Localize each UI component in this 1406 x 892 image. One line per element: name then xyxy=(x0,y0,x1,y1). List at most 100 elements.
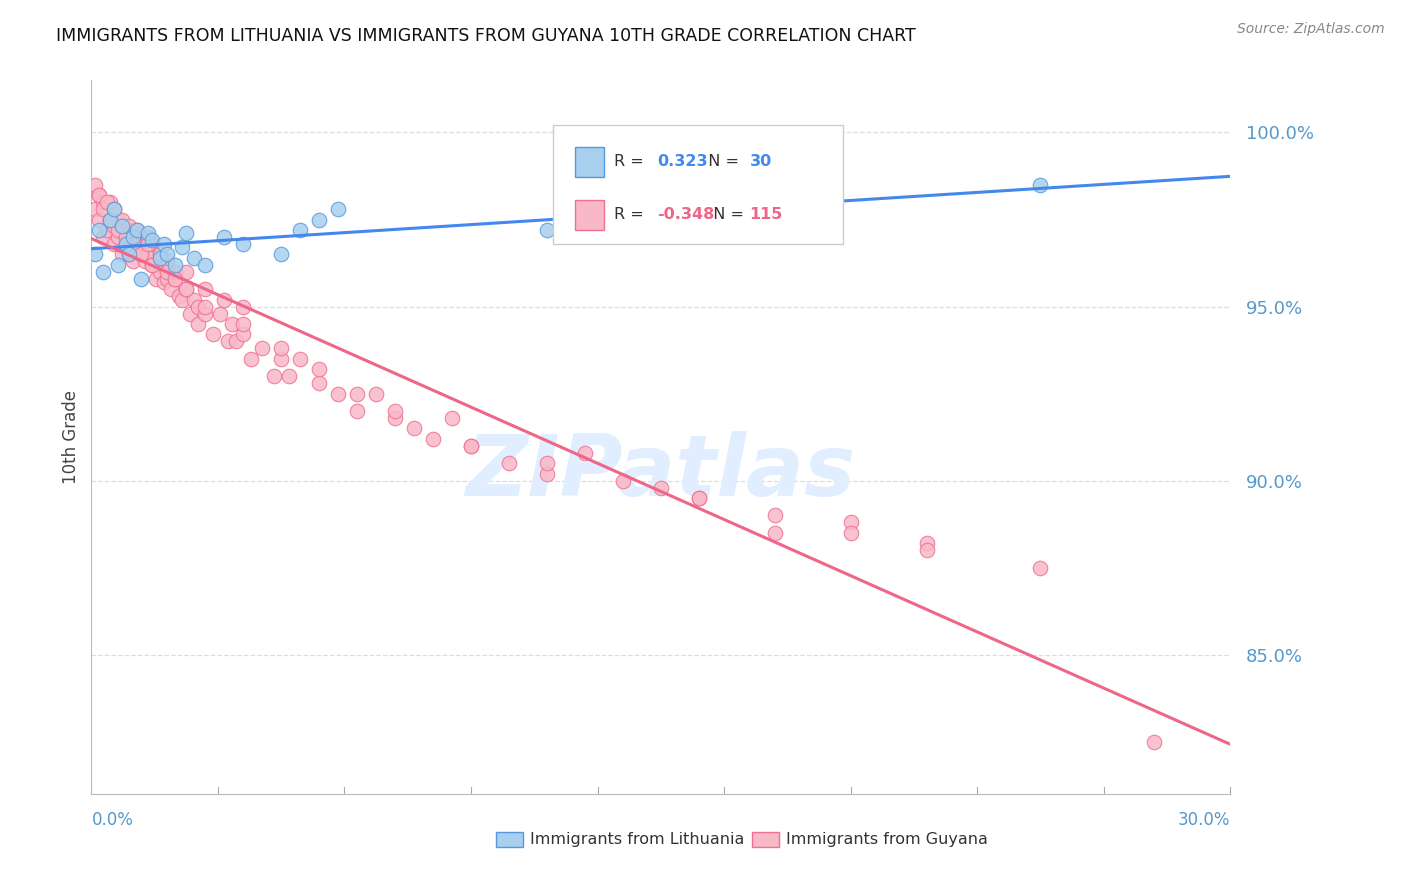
Text: Immigrants from Guyana: Immigrants from Guyana xyxy=(786,832,988,847)
Point xyxy=(125,223,148,237)
Point xyxy=(152,236,174,251)
Point xyxy=(174,282,197,296)
Point xyxy=(915,536,938,550)
Point xyxy=(763,525,786,540)
Text: 30.0%: 30.0% xyxy=(1178,812,1230,830)
Point xyxy=(174,282,197,296)
Point xyxy=(270,247,292,261)
Point xyxy=(763,508,786,523)
Point xyxy=(172,293,194,307)
Point xyxy=(111,219,134,234)
Y-axis label: 10th Grade: 10th Grade xyxy=(62,390,80,484)
Text: N =: N = xyxy=(699,153,745,169)
Point xyxy=(194,258,217,272)
Point xyxy=(612,474,634,488)
Point xyxy=(250,341,273,355)
Point xyxy=(114,236,136,251)
Point xyxy=(498,456,520,470)
Point xyxy=(156,271,179,285)
Point xyxy=(326,386,349,401)
Point xyxy=(163,258,186,272)
Point xyxy=(145,271,167,285)
Point xyxy=(1029,178,1052,192)
Point xyxy=(460,439,482,453)
Point xyxy=(152,275,174,289)
Point xyxy=(111,247,134,261)
Point xyxy=(232,300,254,314)
Point xyxy=(187,317,209,331)
FancyBboxPatch shape xyxy=(553,125,844,244)
Point xyxy=(149,247,172,261)
Point xyxy=(163,271,186,285)
Point xyxy=(149,247,172,261)
Point xyxy=(103,202,125,216)
Point xyxy=(84,178,107,192)
Point xyxy=(98,195,121,210)
Point xyxy=(688,491,710,505)
Point xyxy=(125,236,148,251)
Point xyxy=(217,334,239,349)
Point xyxy=(87,188,110,202)
Point xyxy=(209,306,232,320)
Point xyxy=(91,265,114,279)
Point xyxy=(232,317,254,331)
Text: 0.0%: 0.0% xyxy=(91,812,134,830)
Point xyxy=(277,369,299,384)
Point xyxy=(179,306,201,320)
Point xyxy=(174,265,197,279)
Text: 115: 115 xyxy=(749,207,783,221)
Text: IMMIGRANTS FROM LITHUANIA VS IMMIGRANTS FROM GUYANA 10TH GRADE CORRELATION CHART: IMMIGRANTS FROM LITHUANIA VS IMMIGRANTS … xyxy=(56,27,915,45)
Point xyxy=(308,376,330,391)
Point xyxy=(270,351,292,366)
Point xyxy=(141,258,163,272)
Point xyxy=(688,491,710,505)
Point xyxy=(346,404,368,418)
Point xyxy=(122,230,145,244)
Point xyxy=(125,223,148,237)
Point xyxy=(364,386,387,401)
Point xyxy=(134,236,156,251)
Point xyxy=(122,236,145,251)
Point xyxy=(263,369,285,384)
Point xyxy=(114,230,136,244)
Text: 30: 30 xyxy=(749,153,772,169)
Point xyxy=(96,223,118,237)
Point xyxy=(152,258,174,272)
Point xyxy=(839,516,862,530)
Point xyxy=(141,236,163,251)
Point xyxy=(129,271,152,285)
Point xyxy=(1143,734,1166,748)
Point xyxy=(138,230,160,244)
Point xyxy=(134,254,156,268)
Point xyxy=(156,254,179,268)
Point xyxy=(326,202,349,216)
Bar xyxy=(575,200,605,230)
Point xyxy=(574,446,596,460)
Point xyxy=(138,236,160,251)
Point xyxy=(225,334,247,349)
Point xyxy=(91,230,114,244)
Point xyxy=(201,327,224,342)
Point xyxy=(214,230,236,244)
Text: ZIPatlas: ZIPatlas xyxy=(465,431,856,515)
Point xyxy=(422,432,444,446)
Bar xyxy=(496,831,523,847)
Point xyxy=(125,230,148,244)
Point xyxy=(156,247,179,261)
Point xyxy=(118,247,141,261)
Point xyxy=(107,230,129,244)
Point xyxy=(103,236,125,251)
Point xyxy=(114,236,136,251)
Bar xyxy=(575,147,605,177)
Point xyxy=(129,247,152,261)
Point xyxy=(183,251,205,265)
Point xyxy=(138,227,160,241)
Point xyxy=(118,219,141,234)
Point xyxy=(107,258,129,272)
Point xyxy=(114,230,136,244)
Point xyxy=(138,247,160,261)
Point xyxy=(91,195,114,210)
Point xyxy=(118,247,141,261)
Point xyxy=(84,247,107,261)
Point xyxy=(141,234,163,248)
